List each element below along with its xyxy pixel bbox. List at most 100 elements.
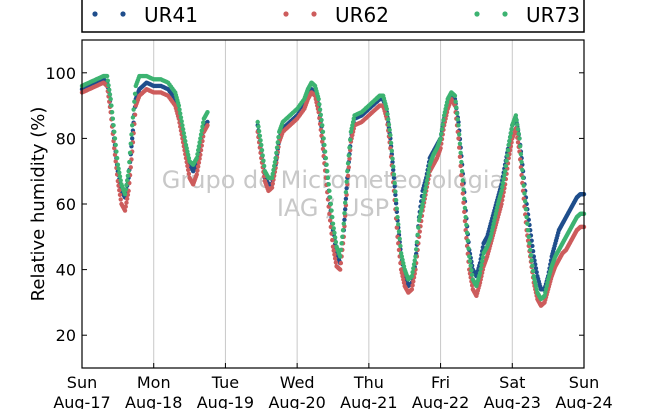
data-point [181,130,187,136]
data-point [396,222,401,227]
data-point [426,170,431,175]
data-point [525,221,530,226]
data-point [127,159,132,165]
data-point [500,180,506,186]
data-point [127,150,133,156]
data-point [205,123,210,128]
data-point [132,99,137,104]
data-point [194,172,199,177]
y-tick-label: 100 [45,64,76,83]
data-point [261,158,266,163]
data-point [458,150,463,156]
data-point [200,124,205,129]
data-point [205,109,210,115]
data-point [122,191,128,197]
data-point [393,192,398,198]
data-point [273,155,278,161]
data-point [417,229,422,234]
data-point [186,155,192,161]
data-point [271,163,277,169]
data-point [469,272,475,278]
data-point [112,129,117,135]
data-point [340,228,346,233]
data-point [396,229,402,234]
data-point [259,142,264,148]
data-point [350,119,356,125]
legend-label: UR62 [335,3,389,27]
x-tick-label-date: Aug-18 [125,393,182,409]
data-point [113,142,118,148]
data-point [345,173,351,178]
x-tick-label-date: Aug-19 [197,393,254,409]
data-point [461,187,466,192]
data-point [457,154,463,159]
data-point [534,270,539,275]
data-point [338,260,344,266]
data-point [530,263,535,268]
data-point [480,254,486,260]
data-point [499,188,504,194]
data-point [128,141,133,146]
data-point [527,241,532,246]
data-point [425,174,430,179]
data-point [516,131,521,137]
data-point [410,270,415,275]
data-point [342,207,348,212]
data-point [329,208,334,213]
x-tick-label-day: Sat [499,373,525,392]
data-point [398,251,404,256]
data-point [441,113,447,118]
data-point [488,234,493,239]
data-point [130,123,135,128]
data-point [130,136,135,141]
data-point [325,169,330,174]
data-point [339,241,344,246]
data-point [457,132,462,137]
legend: UR41 UR62 UR73 [92,3,580,27]
data-point [401,264,407,269]
data-point [128,165,133,170]
data-point [110,116,116,121]
legend-label: UR73 [526,3,580,27]
data-point [390,156,395,161]
data-point [256,128,262,134]
data-point [332,256,338,261]
data-point [453,99,458,104]
data-point [398,243,403,249]
data-point [331,248,336,253]
data-point [501,176,506,182]
data-point [426,166,432,171]
data-point [108,96,113,102]
x-tick-label-date: Aug-24 [555,393,612,409]
data-point [327,218,333,223]
data-point [344,186,349,191]
data-point [489,231,494,236]
data-point [338,247,344,253]
data-point [325,175,331,180]
data-point [124,196,130,201]
data-point [348,129,354,135]
data-point [400,273,405,279]
data-point [350,132,355,138]
data-point [198,132,204,137]
data-point [531,273,536,279]
data-point [462,209,467,215]
data-point [533,280,538,285]
data-point [467,258,473,264]
data-point [177,107,182,112]
data-point [545,280,550,285]
data-point [411,262,417,267]
data-point [492,214,498,220]
data-point [180,127,186,132]
data-point [186,171,192,177]
data-point [107,87,112,93]
watermark-line: Grupo de Micrometeorologia [162,166,504,194]
data-point [318,112,324,117]
data-point [544,283,549,289]
data-point [322,142,327,148]
data-point [205,119,210,125]
y-tick-label: 80 [56,129,76,148]
data-point [424,178,430,183]
data-point [464,230,470,236]
data-point [351,116,356,121]
